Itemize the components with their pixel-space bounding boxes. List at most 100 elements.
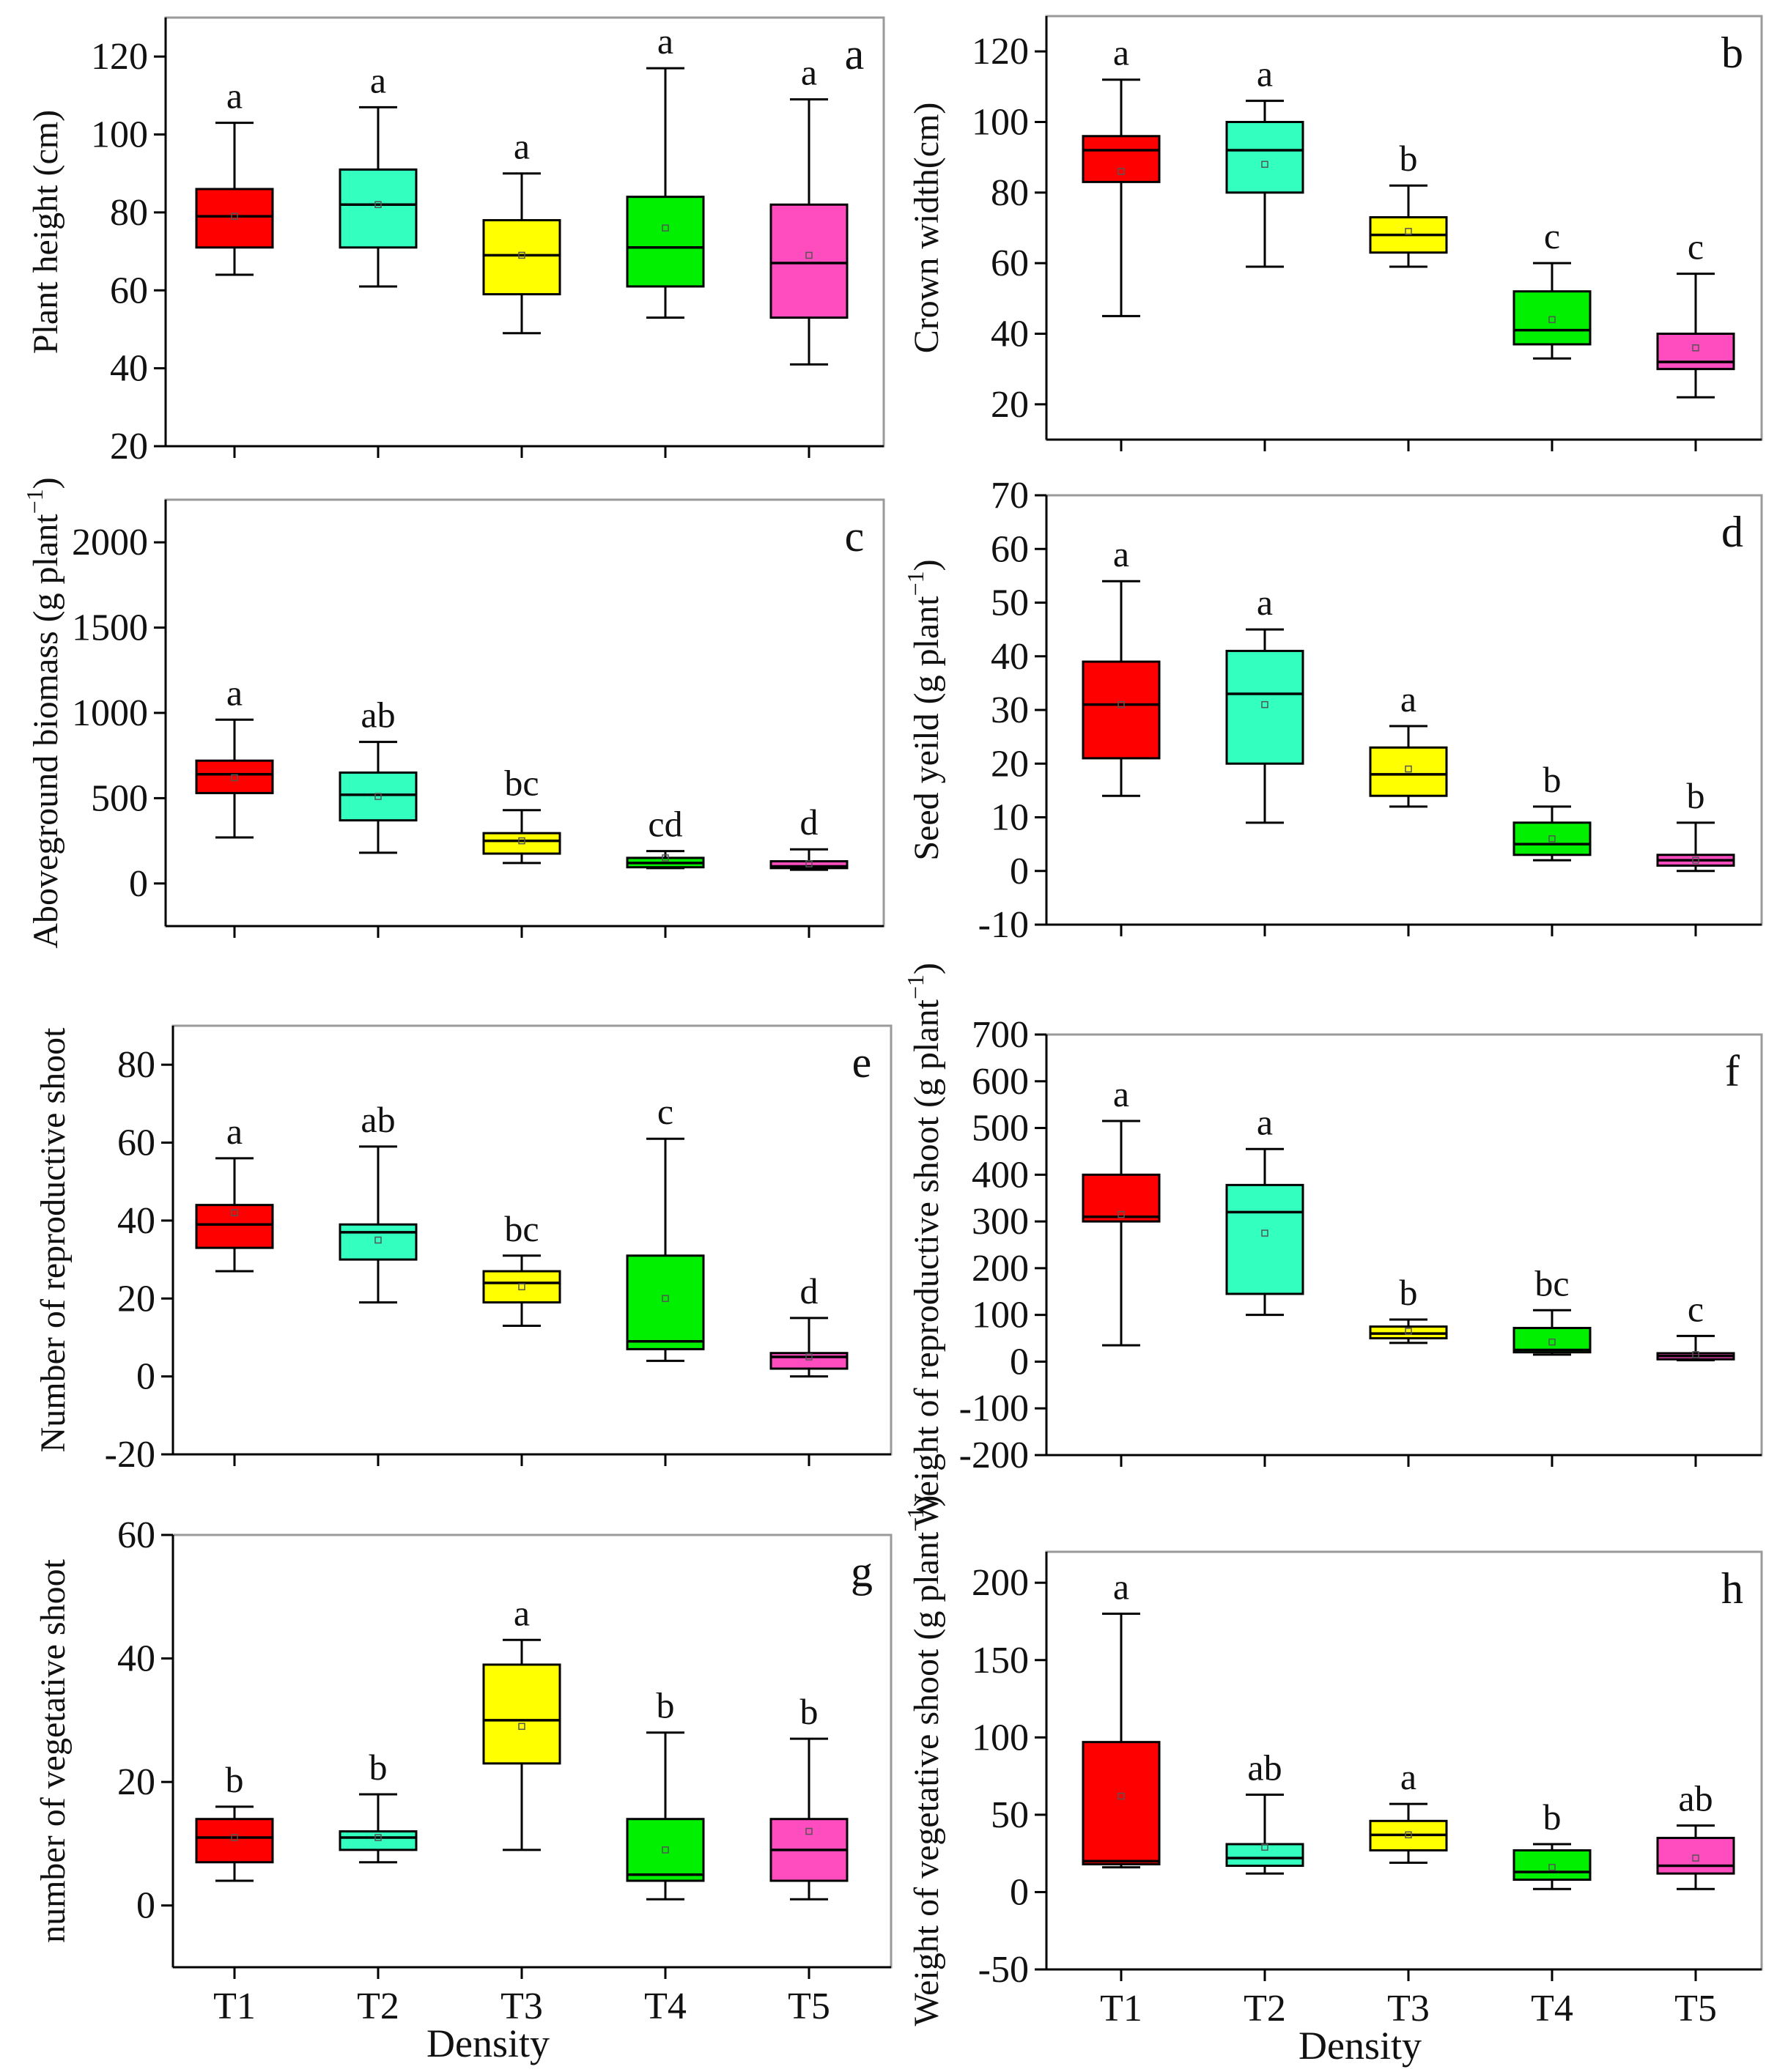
significance-letter: a bbox=[1113, 533, 1129, 574]
mean-marker bbox=[518, 1283, 525, 1291]
box-t1: b bbox=[195, 1759, 274, 1979]
significance-letter: bc bbox=[504, 763, 539, 804]
box-t1: a bbox=[195, 672, 274, 938]
y-axis-title: Plant height (cm) bbox=[26, 110, 65, 354]
mean-marker bbox=[1692, 856, 1699, 864]
iqr-box bbox=[339, 771, 418, 822]
mean-marker bbox=[805, 251, 813, 259]
x-tick-label: T4 bbox=[644, 1986, 687, 2027]
significance-letter: a bbox=[657, 21, 673, 62]
box-t2: ab bbox=[339, 695, 418, 938]
iqr-box bbox=[482, 1663, 561, 1765]
mean-marker bbox=[662, 224, 669, 232]
mean-marker bbox=[374, 1236, 382, 1244]
mean-marker bbox=[518, 1723, 525, 1731]
iqr-box bbox=[626, 1254, 705, 1350]
mean-marker bbox=[1118, 1792, 1125, 1800]
box-t5: d bbox=[769, 1270, 849, 1466]
y-tick-label: -100 bbox=[959, 1388, 1029, 1429]
box-t4: a bbox=[626, 21, 705, 458]
y-tick-label: -50 bbox=[978, 1949, 1029, 1991]
x-tick-label: T2 bbox=[1244, 1988, 1286, 2030]
y-axis-title-superscript: −1 bbox=[902, 974, 928, 999]
box-t5: c bbox=[1656, 1288, 1735, 1467]
y-axis-title-text: Weight of reproductive shoot (g plant bbox=[907, 999, 946, 1527]
y-tick-label: 400 bbox=[972, 1154, 1029, 1196]
mean-marker bbox=[805, 860, 813, 867]
box-t2: ab bbox=[339, 1099, 418, 1466]
y-tick-label: 100 bbox=[972, 1295, 1029, 1336]
mean-marker bbox=[805, 1827, 813, 1835]
iqr-box bbox=[626, 1818, 705, 1882]
y-tick-label: 20 bbox=[117, 1761, 155, 1803]
mean-marker bbox=[1548, 1863, 1556, 1871]
panel-b: 20 40 60 80 100 120 a a b c c b Crown width(cm) bbox=[907, 15, 1763, 451]
y-tick-label: 20 bbox=[991, 384, 1029, 426]
y-axis-title-close: ) bbox=[907, 963, 946, 974]
mean-marker bbox=[1692, 1351, 1699, 1358]
y-axis-title: number of vegetative shoot bbox=[34, 1558, 73, 1943]
significance-letter: a bbox=[370, 59, 386, 100]
y-tick-label: 60 bbox=[110, 270, 148, 311]
iqr-box bbox=[1082, 660, 1161, 760]
y-axis-title: Crown width(cm) bbox=[907, 103, 946, 354]
y-tick-label: 20 bbox=[110, 426, 148, 467]
mean-marker bbox=[231, 1834, 238, 1841]
y-tick-label: 300 bbox=[972, 1201, 1029, 1243]
iqr-box bbox=[626, 196, 705, 288]
panel-g: 0 20 40 60 b b a b b g number of vegetative shoot T… bbox=[34, 1514, 893, 2065]
significance-letter: a bbox=[1400, 1756, 1416, 1797]
box-t3: b bbox=[1369, 138, 1448, 451]
box-t3: b bbox=[1369, 1272, 1448, 1467]
iqr-box bbox=[1656, 1837, 1735, 1875]
panel-letter: h bbox=[1721, 1564, 1743, 1613]
box-t5: a bbox=[769, 52, 849, 458]
mean-marker bbox=[1405, 228, 1412, 235]
y-axis-title: Weight of reproductive shoot (g plant−1) bbox=[902, 963, 946, 1527]
y-axis-title: Number of reproductive shoot bbox=[34, 1027, 73, 1453]
significance-letter: ab bbox=[361, 695, 395, 736]
x-tick-label: T1 bbox=[213, 1986, 256, 2027]
mean-marker bbox=[662, 854, 669, 862]
y-axis-title-text: Weight of vegetative shoot (g plant bbox=[907, 1531, 946, 2026]
y-tick-label: 40 bbox=[110, 348, 148, 390]
y-tick-label: 1000 bbox=[72, 692, 148, 734]
box-t4: cd bbox=[626, 804, 705, 938]
mean-marker bbox=[1405, 1831, 1412, 1839]
significance-letter: bc bbox=[1534, 1262, 1569, 1303]
x-tick-label: T1 bbox=[1100, 1988, 1142, 2030]
mean-marker bbox=[1261, 1843, 1268, 1851]
box-t5: d bbox=[769, 802, 849, 938]
iqr-box bbox=[1512, 1327, 1592, 1354]
y-tick-label: 500 bbox=[91, 777, 148, 819]
mean-marker bbox=[374, 793, 382, 800]
iqr-box bbox=[1082, 135, 1161, 183]
mean-marker bbox=[1548, 835, 1556, 843]
y-tick-label: 70 bbox=[991, 475, 1029, 517]
y-axis-title-text: Seed yeild (g plant bbox=[907, 596, 946, 861]
significance-letter: a bbox=[1257, 582, 1273, 623]
box-t4: b bbox=[626, 1685, 705, 1979]
mean-marker bbox=[805, 1353, 813, 1361]
significance-letter: c bbox=[1544, 215, 1560, 256]
panel-letter: g bbox=[851, 1547, 873, 1596]
y-tick-label: 60 bbox=[117, 1122, 155, 1164]
y-axis-title-close: ) bbox=[26, 477, 65, 489]
significance-letter: b bbox=[1400, 138, 1418, 179]
panel-letter: f bbox=[1725, 1047, 1740, 1095]
box-t5: b bbox=[769, 1691, 849, 1979]
significance-letter: b bbox=[226, 1759, 244, 1800]
box-t2: a bbox=[1225, 582, 1304, 936]
y-tick-label: 80 bbox=[117, 1044, 155, 1086]
mean-marker bbox=[231, 774, 238, 782]
y-tick-label: 0 bbox=[1010, 851, 1029, 892]
box-t2: a bbox=[339, 59, 418, 458]
y-tick-label: 600 bbox=[972, 1061, 1029, 1103]
iqr-box bbox=[1225, 1183, 1304, 1295]
y-axis-title-superscript: −1 bbox=[902, 571, 928, 596]
y-tick-label: 40 bbox=[991, 314, 1029, 355]
significance-letter: b bbox=[1543, 1797, 1562, 1838]
x-tick-label: T3 bbox=[1387, 1988, 1430, 2030]
